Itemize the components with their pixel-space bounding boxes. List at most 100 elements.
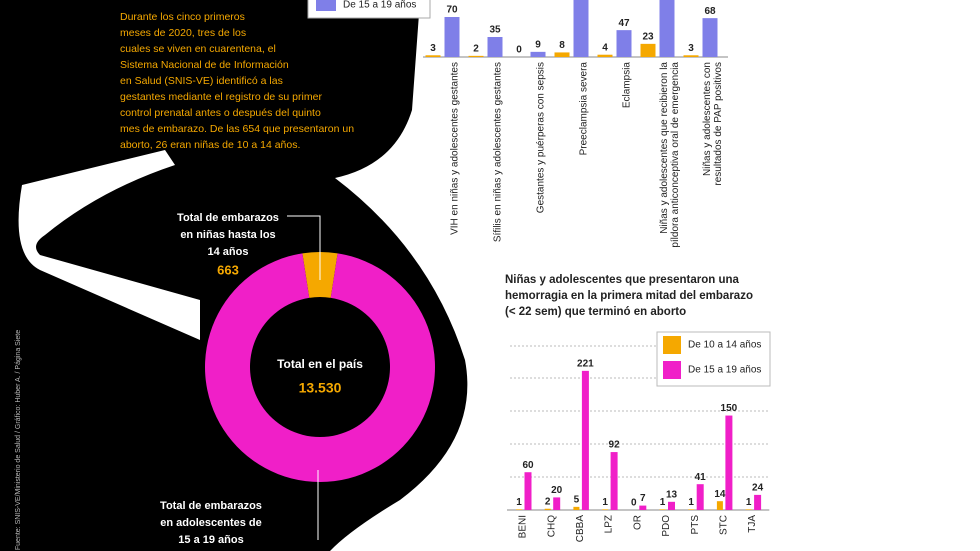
value-label: 8 [559,40,565,51]
silhouette [0,0,468,551]
arm-gap [18,150,201,340]
bar [683,55,699,57]
x-tick-label: Preeclampsia severa [579,62,590,156]
chart-title: hemorragia en la primera mitad del embar… [505,290,753,302]
value-label: 35 [489,25,501,36]
bar [754,494,762,510]
legend-label: De 15 a 19 años [688,365,761,376]
legend-swatch [316,0,336,11]
value-label: 23 [642,31,654,42]
value-label: 221 [577,358,594,369]
chart-title: (< 22 sem) que terminó en aborto [505,306,686,318]
bar [524,472,532,510]
bar [616,30,632,57]
x-tick-label: PDO [661,515,672,537]
value-label: 9 [535,39,541,50]
bar [425,55,441,57]
value-label: 47 [618,18,630,29]
value-label: 1 [746,497,752,508]
legend-label: De 10 a 14 años [688,340,761,351]
legend-swatch [663,361,681,379]
value-label: 14 [714,489,726,500]
value-label: 13 [666,489,678,500]
bar [668,501,675,510]
bar [553,497,561,510]
value-label: 2 [545,496,551,507]
center-value: 13.530 [299,380,342,396]
slice-label: Total de embarazos [160,500,262,512]
bar [745,509,752,510]
value-label: 7 [640,493,646,504]
value-label: 5 [574,494,580,505]
x-tick-label: Eclampsia [622,62,633,109]
x-tick-label: Gestantes y puérperas con sepsis [536,62,547,213]
slice-value: 663 [217,262,239,277]
slice-label: Total de embarazos [177,212,279,224]
intro-line: aborto, 26 eran niñas de 10 a 14 años. [120,139,300,151]
value-label: 68 [704,6,716,17]
x-tick-label: Niñas y adolescentes que recibieron la [659,62,670,234]
bar [659,0,675,57]
intro-line: control prenatal antes o después del qui… [120,107,321,119]
x-tick-label: CHQ [546,515,557,537]
bar [640,43,656,57]
x-tick-label: resultados de PAP positivos [713,62,724,186]
source: Fuente: SNIS-VE/Ministerio de Salud / Gr… [15,330,22,550]
bar [639,505,647,510]
x-tick-label: LPZ [604,515,615,533]
intro-line: Sistema Nacional de de Información [120,59,289,71]
bar [544,508,551,510]
bar [688,509,695,510]
bar [487,37,503,57]
value-label: 1 [660,497,666,508]
x-tick-label: Sífilis en niñas y adolescentes gestante… [493,62,504,242]
x-tick-label: OR [632,515,643,530]
bar [725,415,733,510]
value-label: 1 [516,497,522,508]
legend-label: De 15 a 19 años [343,0,416,11]
bar [702,18,718,57]
x-tick-label: CBBA [575,515,586,543]
value-label: 1 [688,497,694,508]
bar [530,51,546,57]
bar [554,52,570,57]
bar [581,370,589,510]
chart-title: Niñas y adolescentes que presentaron una [505,274,740,286]
intro-line: gestantes mediante el registro de su pri… [120,91,322,103]
value-label: 0 [516,45,522,56]
bar [659,509,666,510]
bar [610,452,618,510]
value-label: 92 [609,440,621,451]
bar [573,506,580,510]
value-label: 0 [631,498,637,509]
slice-label: 15 a 19 años [178,534,243,546]
intro-line: mes de embarazo. De las 654 que presenta… [120,123,354,135]
x-tick-label: BENI [518,515,529,538]
value-label: 2 [473,43,479,54]
intro-line: meses de 2020, tres de los [120,27,246,39]
value-label: 60 [522,460,534,471]
value-label: 70 [446,5,458,16]
value-label: 20 [551,485,563,496]
x-tick-label: Niñas y adolescentes con [702,62,713,176]
bar [696,484,704,510]
bar [597,54,613,57]
bar [516,509,522,510]
value-label: 4 [602,42,608,53]
bar [573,0,589,58]
slice-label: 14 años [208,246,249,258]
value-label: 41 [695,472,707,483]
x-tick-label: VIH en niñas y adolescentes gestantes [450,62,461,235]
value-label: 24 [752,483,764,494]
value-label: 3 [430,43,436,54]
leader [287,215,321,280]
slice-label: en niñas hasta los [180,229,275,241]
legend-box [307,0,431,19]
intro-line: Durante los cinco primeros [120,11,245,23]
x-tick-label: STC [719,515,730,535]
value-label: 150 [721,403,738,414]
bar [444,17,460,57]
bar [716,501,723,510]
bar [468,55,484,57]
slice-label: en adolescentes de [160,517,262,529]
